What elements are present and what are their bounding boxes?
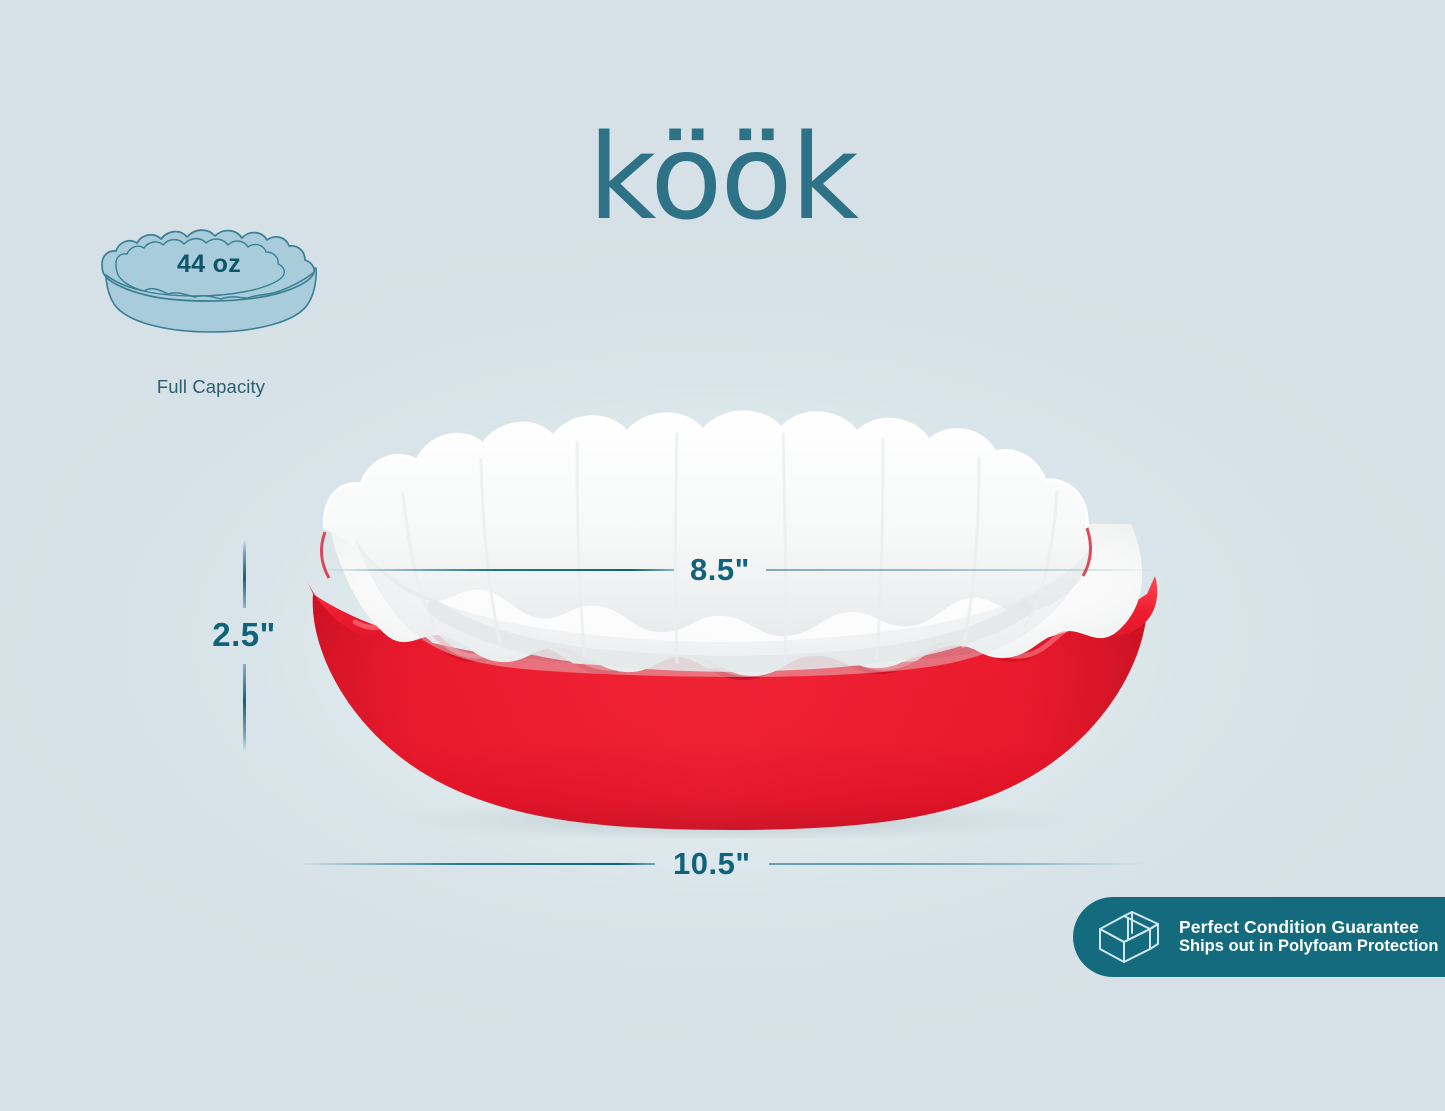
dimension-line-left: [325, 569, 674, 571]
guarantee-badge: Perfect Condition Guarantee Ships out in…: [1073, 897, 1445, 977]
product-image-pie-dish: [285, 398, 1175, 838]
dimension-tick-bottom: [242, 664, 246, 752]
brand-logo: köök: [588, 108, 859, 246]
capacity-badge: 44 oz Full Capacity: [92, 222, 337, 398]
capacity-value: 44 oz: [176, 250, 242, 278]
dimension-tick-top: [242, 540, 246, 608]
dimension-outer-width-label: 10.5": [673, 846, 751, 881]
capacity-label: Full Capacity: [156, 376, 266, 397]
dimension-line-right: [768, 863, 1145, 865]
dimension-line-right: [765, 569, 1155, 571]
dimension-inner-width: 8.5": [325, 548, 1155, 592]
guarantee-text-group: Perfect Condition Guarantee Ships out in…: [1169, 917, 1438, 957]
dimension-height-label: 2.5": [212, 616, 276, 653]
dimension-height: 2.5": [196, 540, 292, 752]
dimension-outer-width: 10.5": [300, 842, 1145, 886]
guarantee-title: Perfect Condition Guarantee: [1179, 916, 1419, 937]
guarantee-subtitle: Ships out in Polyfoam Protection: [1179, 937, 1439, 956]
open-box-icon: [1093, 906, 1169, 968]
pie-dish-icon: 44 oz: [92, 222, 330, 334]
dimension-line-left: [300, 863, 655, 865]
dimension-inner-width-label: 8.5": [690, 552, 750, 587]
